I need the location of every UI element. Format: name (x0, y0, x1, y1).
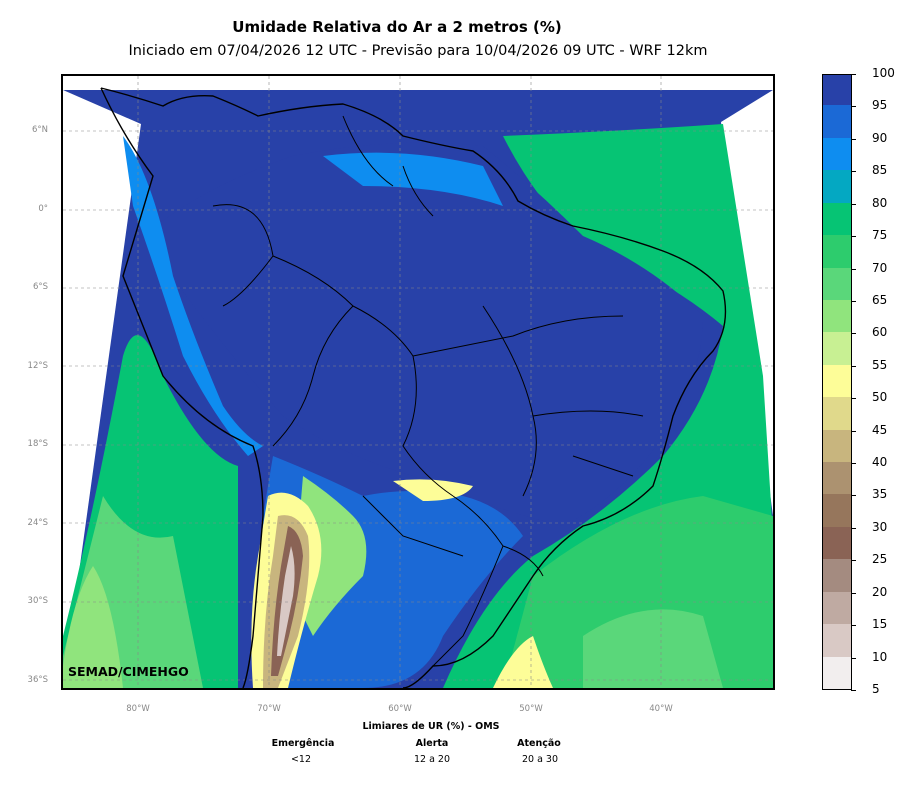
domain-edge-west (63, 90, 141, 688)
legend-level-alerta: Alerta (415, 738, 449, 749)
colorbar-tick-label: 60 (872, 325, 888, 340)
colorbar-segment (823, 267, 851, 300)
colorbar-tick (851, 171, 856, 173)
pacific-field-driest (63, 566, 123, 688)
colorbar-tick-label: 100 (872, 66, 895, 80)
colorbar-segment (823, 364, 851, 398)
colorbar-tick (851, 495, 856, 497)
map-subtitle: Iniciado em 07/04/2026 12 UTC - Previsão… (128, 43, 708, 59)
lon-label-40w: 40°W (649, 704, 673, 714)
country-borders (212, 115, 644, 667)
atlantic-south-dry (583, 609, 723, 688)
colorbar-tick-label: 40 (872, 455, 888, 470)
colorbar-tick (851, 430, 856, 432)
lon-label-70w: 70°W (257, 704, 281, 714)
lat-label-30s: 30°S (27, 596, 48, 606)
andes-north-field (123, 136, 263, 456)
colorbar-tick-label: 20 (872, 584, 888, 599)
credit-label: SEMAD/CIMEHGO (68, 664, 189, 679)
legend-range-alerta: 12 a 20 (413, 754, 451, 765)
colorbar-tick-label: 30 (872, 519, 888, 534)
colorbar-tick (851, 138, 856, 140)
colorbar-tick (851, 333, 856, 335)
legend-title: Limiares de UR (%) - OMS (362, 721, 500, 732)
colorbar-tick-label: 55 (872, 357, 888, 372)
colorbar-tick (851, 398, 856, 400)
legend-level-emergencia: Emergência (271, 738, 335, 749)
colorbar-tick-label: 80 (872, 195, 888, 210)
colorbar-tick-label: 45 (872, 422, 888, 437)
colorbar-tick (851, 106, 856, 108)
colorbar-segment (823, 137, 851, 171)
colorbar-tick (851, 527, 856, 529)
coastlines (100, 87, 727, 688)
colorbar-segment (823, 169, 851, 203)
colorbar-tick-label: 85 (872, 163, 888, 178)
colorbar-segment (823, 623, 851, 657)
colorbar-tick-label: 10 (872, 649, 888, 664)
colorbar-tick (851, 690, 856, 691)
coastal-dry-patch (493, 636, 553, 688)
lat-label-6n: 6°N (31, 125, 48, 135)
colorbar-segment (823, 202, 851, 236)
colorbar-segment (823, 299, 851, 333)
lat-label-24s: 24°S (27, 518, 48, 528)
map-title: Umidade Relativa do Ar a 2 metros (%) (232, 18, 562, 36)
andes-field-light (277, 546, 295, 656)
colorbar-tick-label: 70 (872, 260, 888, 275)
colorbar-segment (823, 396, 851, 430)
colorbar-tick (851, 657, 856, 659)
legend-range-atencao: 20 a 30 (521, 754, 559, 765)
lat-label-6s: 6°S (32, 282, 48, 292)
caribbean-coast-field (323, 152, 503, 206)
colorbar-tick-label: 35 (872, 487, 888, 502)
colorbar (822, 74, 852, 690)
colorbar-tick (851, 625, 856, 627)
colorbar-tick (851, 365, 856, 367)
lat-label-12s: 12°S (27, 361, 48, 371)
colorbar-tick (851, 203, 856, 205)
colorbar-segment (823, 494, 851, 527)
colorbar-tick-label: 90 (872, 130, 888, 145)
colorbar-segment (823, 234, 851, 268)
colorbar-tick-label: 95 (872, 98, 888, 113)
colorbar-tick-label: 5 (872, 682, 880, 696)
colorbar-tick-label: 15 (872, 617, 888, 632)
lat-label-36s: 36°S (27, 675, 48, 685)
colorbar-tick (851, 300, 856, 302)
colorbar-segment (823, 656, 851, 689)
colorbar-segment (823, 461, 851, 495)
colorbar-segment (823, 526, 851, 560)
colorbar-tick (851, 592, 856, 594)
colorbar-segment (823, 558, 851, 592)
humid-interior (143, 142, 703, 526)
lon-label-50w: 50°W (519, 704, 543, 714)
colorbar-segment (823, 75, 851, 106)
lat-label-0: 0° (38, 204, 48, 214)
legend-range-emergencia: <12 (290, 754, 312, 765)
colorbar-tick (851, 268, 856, 270)
colorbar-tick-label: 75 (872, 228, 888, 243)
colorbar-tick (851, 236, 856, 238)
colorbar-tick (851, 560, 856, 562)
colorbar-tick-label: 25 (872, 552, 888, 567)
legend-level-atencao: Atenção (517, 738, 561, 749)
map-graphic (63, 76, 773, 688)
lon-label-80w: 80°W (126, 704, 150, 714)
colorbar-segment (823, 591, 851, 625)
colorbar-segment (823, 429, 851, 463)
colorbar-segment (823, 104, 851, 138)
colorbar-tick (851, 463, 856, 465)
graticule (63, 76, 773, 688)
humidity-map (61, 74, 775, 690)
colorbar-segment (823, 331, 851, 365)
colorbar-tick-label: 50 (872, 390, 888, 405)
lon-label-60w: 60°W (388, 704, 412, 714)
colorbar-tick-label: 65 (872, 292, 888, 307)
lat-label-18s: 18°S (27, 439, 48, 449)
colorbar-tick (851, 74, 856, 75)
